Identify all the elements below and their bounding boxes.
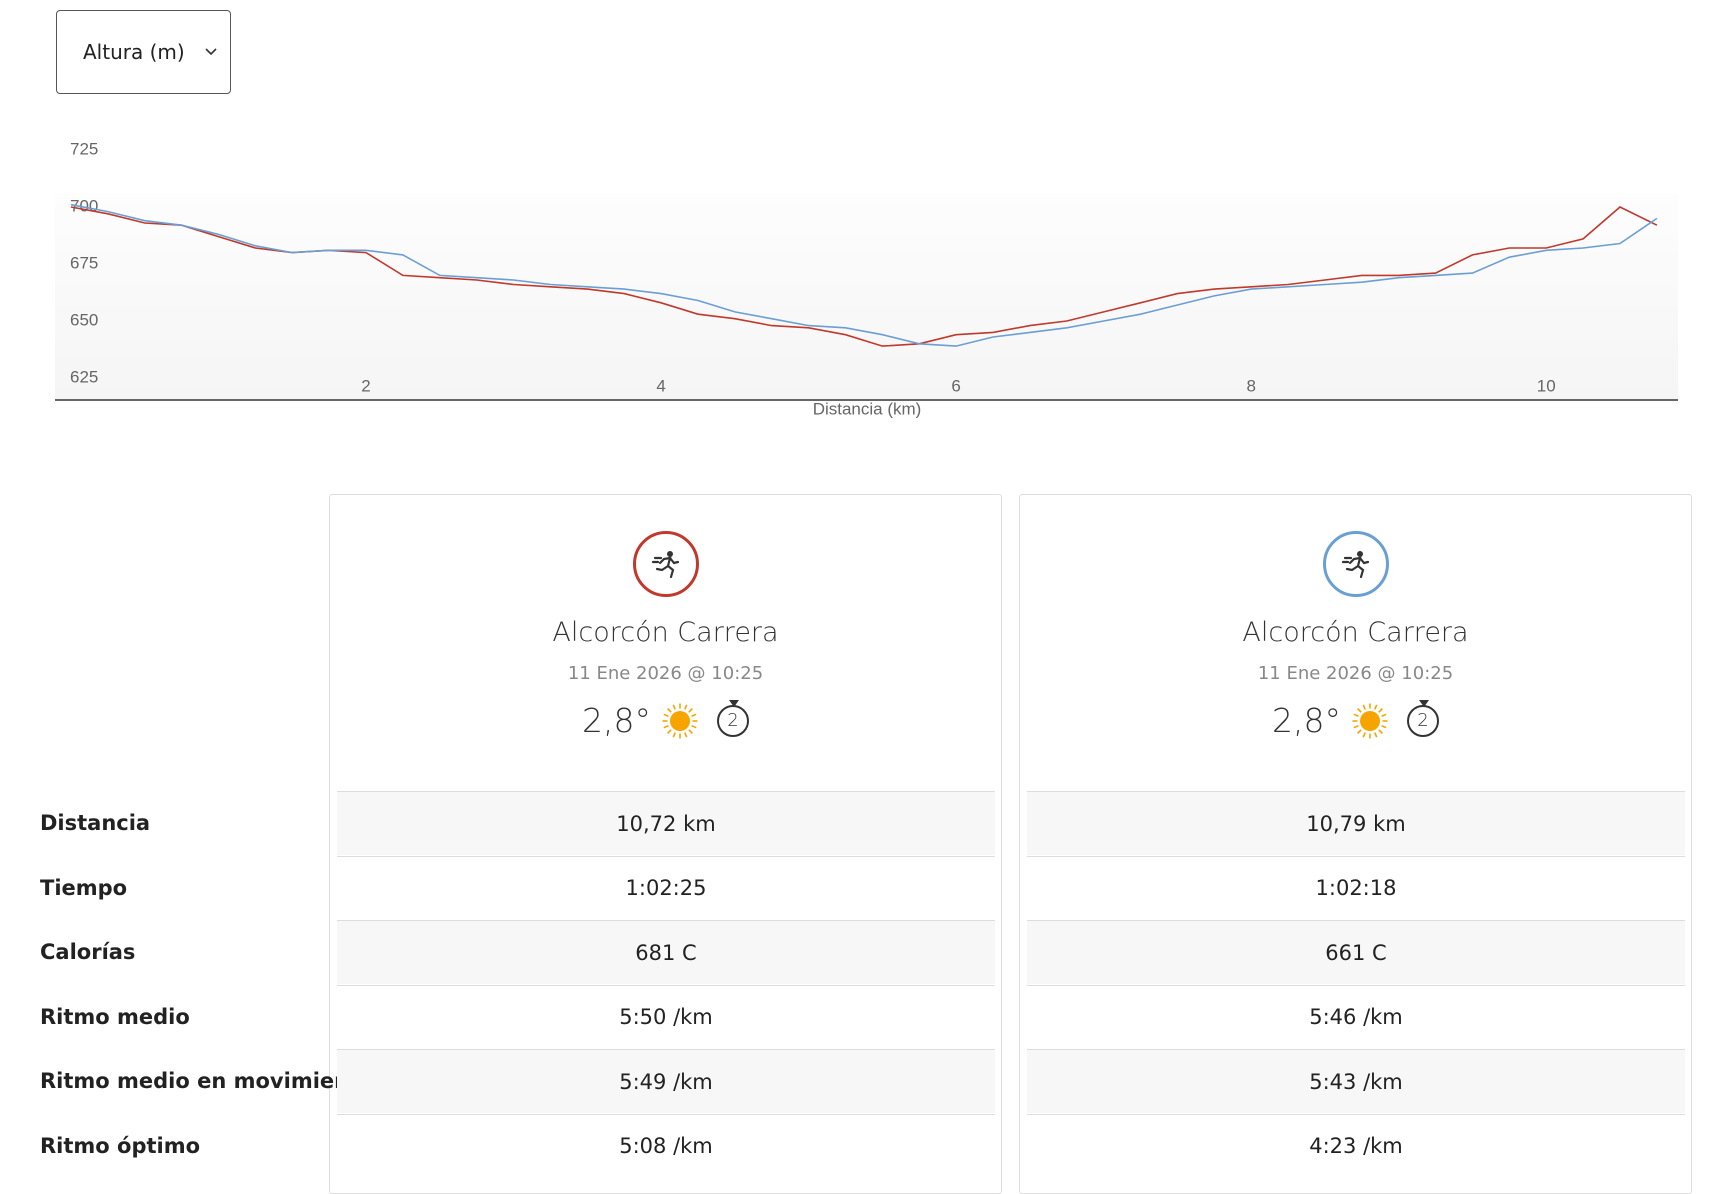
activity-icon (1323, 531, 1389, 597)
row-label: Tiempo (40, 875, 128, 900)
row-label: Distancia (40, 811, 151, 835)
table-cell: 681 C (337, 920, 995, 984)
row-label: Calorías (40, 940, 136, 964)
table-cell: 5:46 /km (1027, 984, 1685, 1049)
table-cell: 4:23 /km (1027, 1113, 1685, 1178)
temperature: 2,8° (1272, 701, 1341, 740)
x-tick-label: 8 (1246, 376, 1255, 395)
chevron (205, 48, 217, 56)
row-label: Ritmo medio (40, 1004, 190, 1029)
y-tick-label: 675 (70, 253, 98, 272)
activity-title: Alcorcón Carrera (1242, 617, 1469, 648)
x-tick-label: 2 (361, 376, 370, 395)
temperature: 2,8° (582, 701, 651, 740)
x-tick-label: 6 (951, 376, 960, 395)
page: Altura (m) Distancia (km) 725 700 675 650 62… (40, 10, 1692, 1194)
weather: 2,8° 2 (1020, 699, 1691, 740)
x-axis-title: Distancia (km) (813, 399, 922, 418)
y-tick-label: 625 (70, 367, 98, 386)
table-cell: 1:02:25 (337, 855, 995, 920)
dropdown-label: Altura (m) (83, 40, 185, 64)
x-tick-label: 4 (656, 376, 665, 395)
laps: 2 (1406, 699, 1439, 737)
table-cell: 10,72 km (337, 791, 995, 855)
sun-icon (1351, 702, 1389, 740)
metric-dropdown[interactable]: Altura (m) (56, 10, 231, 94)
activity-icon (633, 531, 699, 597)
plot-area (55, 193, 1678, 399)
row-label: Ritmo óptimo (40, 1133, 201, 1158)
laps: 2 (716, 699, 749, 737)
activity-date: 11 Ene 2026 @ 10:25 (1257, 663, 1454, 684)
weather: 2,8° 2 (330, 699, 1001, 740)
activity-date: 11 Ene 2026 @ 10:25 (567, 663, 764, 684)
table-cell: 1:02:18 (1027, 855, 1685, 920)
y-tick-label: 650 (70, 310, 98, 329)
table-cell: 5:43 /km (1027, 1049, 1685, 1113)
y-tick-label: 725 (70, 139, 98, 158)
table-cell: 661 C (1027, 920, 1685, 984)
table-cell: 5:50 /km (337, 984, 995, 1049)
table-cell: 5:49 /km (337, 1049, 995, 1113)
x-tick-label: 10 (1537, 376, 1556, 395)
activity-title: Alcorcón Carrera (552, 617, 779, 648)
table-cell: 5:08 /km (337, 1113, 995, 1178)
elevation-line (70, 203, 1658, 347)
sun-icon (661, 702, 699, 740)
table-cell: 10,79 km (1027, 791, 1685, 855)
row-label: Ritmo medio en movimiento (40, 1069, 374, 1093)
